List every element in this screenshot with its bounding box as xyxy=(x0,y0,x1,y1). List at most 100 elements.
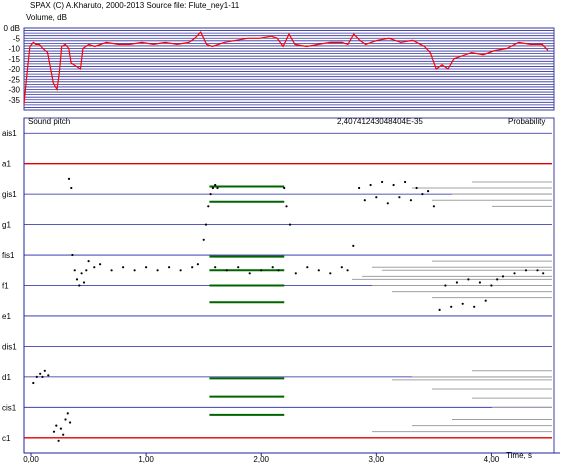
note-label-e1: e1 xyxy=(2,312,11,321)
pitch-point xyxy=(207,205,210,208)
pitch-point xyxy=(145,266,148,269)
note-label-ais1: ais1 xyxy=(2,129,17,138)
note-label-cis1: cis1 xyxy=(2,403,17,412)
pitch-point xyxy=(285,205,288,208)
pitch-point xyxy=(375,196,378,199)
pitch-point xyxy=(478,281,481,284)
note-gridlines xyxy=(24,132,552,439)
note-label-a1: a1 xyxy=(2,160,11,169)
pitch-point xyxy=(70,186,73,190)
pitch-point xyxy=(191,266,194,269)
note-label-f1: f1 xyxy=(2,282,9,291)
pitch-point xyxy=(352,244,355,247)
pitch-point xyxy=(69,421,72,424)
pitch-title: Sound pitch xyxy=(28,117,70,126)
pitch-point xyxy=(57,439,60,442)
pitch-point xyxy=(288,223,292,226)
pitch-point xyxy=(43,369,46,372)
probability-profile xyxy=(352,181,552,433)
pitch-point xyxy=(211,186,214,190)
pitch-point xyxy=(329,272,332,275)
value-readout: 2,40741243048404E-35 xyxy=(337,117,423,126)
volume-tick-label: -15 xyxy=(8,55,20,64)
pitch-point xyxy=(248,272,251,275)
pitch-point xyxy=(358,186,361,190)
pitch-point xyxy=(260,269,263,272)
volume-tick-label: -20 xyxy=(8,65,20,74)
pitch-point xyxy=(415,186,418,190)
pitch-point xyxy=(484,299,487,302)
pitch-panel: Sound pitch 2,40741243048404E-35 Probabi… xyxy=(2,117,560,463)
pitch-point xyxy=(444,284,447,287)
volume-tick-label: -5 xyxy=(13,34,21,43)
volume-panel: 0 dB-5 -10-15-20-25 -30-35 xyxy=(4,24,555,111)
pitch-point xyxy=(542,272,545,275)
pitch-point xyxy=(71,253,74,257)
pitch-point xyxy=(346,269,349,272)
pitch-point xyxy=(524,269,528,272)
pitch-point xyxy=(392,183,395,187)
pitch-point xyxy=(237,266,240,269)
volume-curve xyxy=(23,31,549,104)
pitch-point xyxy=(513,272,516,275)
pitch-point xyxy=(122,266,125,269)
pitch-point xyxy=(317,269,320,272)
pitch-point xyxy=(427,190,430,193)
time-tick-label: 4,00 xyxy=(484,455,500,463)
pitch-point xyxy=(536,269,539,272)
pitch-point xyxy=(398,196,401,199)
pitch-point xyxy=(110,269,113,272)
time-axis-label: Time, s xyxy=(506,451,532,460)
pitch-point xyxy=(39,372,42,375)
volume-tick-label: 0 dB xyxy=(4,24,20,33)
harmonic-bars xyxy=(209,185,285,416)
note-labels: c1 cis1 d1 dis1 e1 f1 fis1 g1 gis1 a1 ais1 xyxy=(2,129,17,443)
pitch-point xyxy=(99,263,102,266)
pitch-point xyxy=(271,266,274,269)
pitch-point xyxy=(294,272,297,275)
pitch-point xyxy=(473,305,476,308)
volume-tick-labels: 0 dB-5 -10-15-20-25 -30-35 xyxy=(4,24,21,105)
pitch-points xyxy=(32,177,545,442)
pitch-point xyxy=(73,269,76,272)
time-tick-label: 1,00 xyxy=(138,455,154,463)
note-label-fis1: fis1 xyxy=(2,251,15,260)
time-tick-label: 2,00 xyxy=(253,455,269,463)
volume-label: Volume, dB xyxy=(26,13,67,22)
note-label-gis1: gis1 xyxy=(2,190,17,199)
pitch-point xyxy=(35,375,38,378)
time-tick-labels: 0,00 1,00 2,00 3,00 4,00 xyxy=(23,453,500,463)
pitch-point xyxy=(75,278,79,281)
pitch-point xyxy=(214,183,217,187)
pitch-point xyxy=(438,308,441,311)
pitch-point xyxy=(32,381,35,385)
pitch-point xyxy=(85,269,88,272)
pitch-point xyxy=(386,202,389,205)
pitch-point xyxy=(67,177,71,180)
pitch-point xyxy=(369,183,372,187)
pitch-point xyxy=(93,266,96,269)
pitch-point xyxy=(62,433,65,436)
pitch-point xyxy=(59,427,63,430)
probability-label: Probability xyxy=(508,117,545,126)
pitch-point xyxy=(52,430,56,433)
pitch-point xyxy=(363,199,366,202)
pitch-point xyxy=(196,263,199,266)
pitch-point xyxy=(277,269,280,272)
volume-tick-label: -10 xyxy=(8,45,20,54)
pitch-point xyxy=(179,269,182,272)
pitch-point xyxy=(432,205,435,208)
pitch-point xyxy=(55,424,58,427)
pitch-point xyxy=(467,278,470,281)
pitch-point xyxy=(404,180,407,184)
pitch-point xyxy=(80,272,83,275)
pitch-point xyxy=(381,180,384,184)
pitch-point xyxy=(47,374,50,377)
pitch-point xyxy=(214,266,217,269)
volume-tick-label: -30 xyxy=(8,86,20,95)
pitch-point xyxy=(225,269,228,272)
pitch-point xyxy=(450,305,453,308)
pitch-point xyxy=(82,281,86,284)
pitch-point xyxy=(156,269,159,272)
